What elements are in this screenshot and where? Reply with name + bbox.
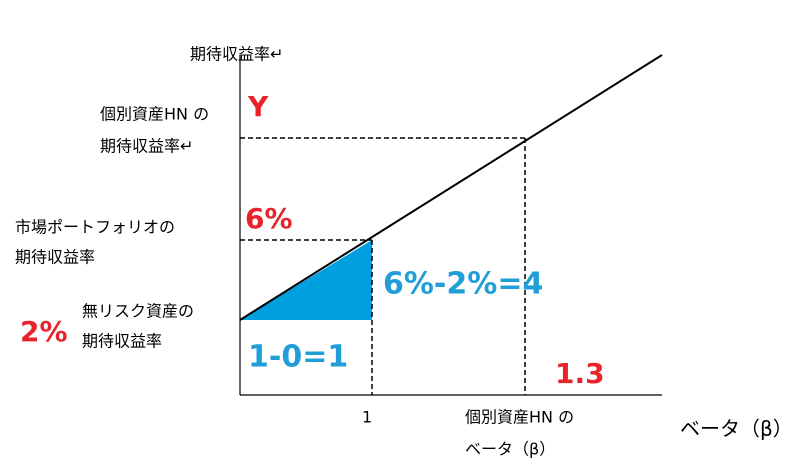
annotation: 1-0=1 — [248, 340, 348, 375]
label: 期待収益率 — [15, 248, 95, 267]
label: 無リスク資産の — [82, 302, 194, 321]
label: ベータ（β） — [465, 440, 555, 459]
beta-value: 1.3 — [555, 357, 605, 390]
label: 市場ポートフォリオの — [15, 218, 175, 237]
label: 期待収益率↵ — [100, 137, 193, 156]
y-axis-title: 期待収益率↵ — [190, 45, 283, 64]
label: 個別資産HN の — [100, 105, 209, 124]
label: 期待収益率 — [82, 332, 162, 351]
annotation: 6%-2%=4 — [383, 267, 543, 302]
return-value: Y — [247, 90, 269, 123]
return-value: 2% — [20, 315, 68, 348]
label: 個別資産HN の — [465, 408, 574, 427]
return-value: 6% — [245, 202, 293, 235]
sml-line — [239, 54, 663, 321]
beta-value: 1 — [362, 408, 372, 427]
x-axis-title: ベータ（β） — [680, 417, 793, 441]
